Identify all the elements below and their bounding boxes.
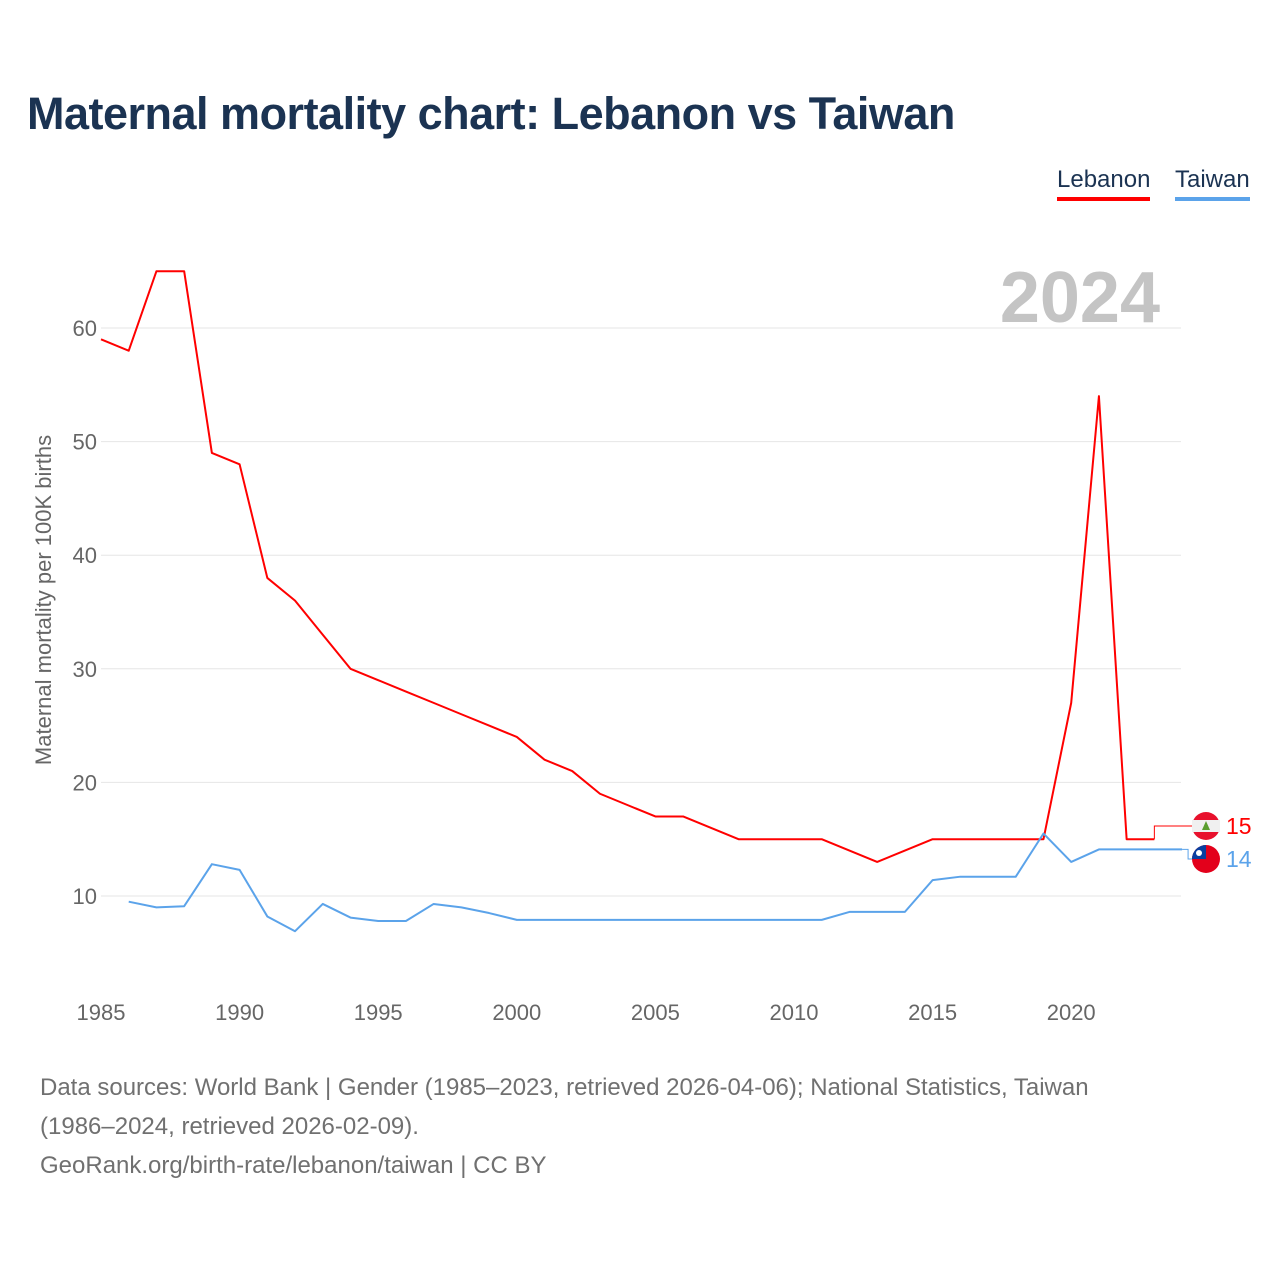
x-tick-label: 1985 bbox=[77, 1000, 126, 1025]
x-tick-label: 2010 bbox=[770, 1000, 819, 1025]
series-line-lebanon bbox=[100, 270, 1155, 863]
legend-taiwan[interactable]: Taiwan bbox=[1175, 166, 1250, 201]
end-label-taiwan: 14 bbox=[1226, 846, 1252, 872]
y-axis-label: Maternal mortality per 100K births bbox=[31, 435, 56, 765]
x-tick-label: 2005 bbox=[631, 1000, 680, 1025]
series-line-taiwan bbox=[128, 832, 1183, 933]
y-tick-label: 40 bbox=[73, 543, 97, 568]
chart-title: Maternal mortality chart: Lebanon vs Tai… bbox=[27, 88, 955, 139]
x-tick-label: 2020 bbox=[1047, 1000, 1096, 1025]
y-tick-label: 10 bbox=[73, 884, 97, 909]
footer: Data sources: World Bank | Gender (1985–… bbox=[40, 1068, 1240, 1185]
x-tick-label: 2000 bbox=[492, 1000, 541, 1025]
y-tick-label: 30 bbox=[73, 657, 97, 682]
x-tick-label: 1995 bbox=[354, 1000, 403, 1025]
year-watermark: 2024 bbox=[1000, 258, 1160, 338]
source-line-2: (1986–2024, retrieved 2026-02-09). bbox=[40, 1113, 419, 1140]
taiwan-flag-icon bbox=[1196, 850, 1202, 856]
x-tick-label: 2015 bbox=[908, 1000, 957, 1025]
y-tick-label: 20 bbox=[73, 770, 97, 795]
source-line-1: Data sources: World Bank | Gender (1985–… bbox=[40, 1074, 1089, 1101]
y-tick-label: 50 bbox=[73, 430, 97, 455]
y-tick-label: 60 bbox=[73, 316, 97, 341]
label-connector bbox=[1153, 825, 1192, 840]
source-link[interactable]: GeoRank.org/birth-rate/lebanon/taiwan | … bbox=[40, 1152, 547, 1179]
lebanon-flag-icon bbox=[1202, 821, 1210, 830]
label-connector bbox=[1182, 848, 1192, 860]
end-label-lebanon: 15 bbox=[1226, 813, 1252, 839]
x-tick-label: 1990 bbox=[215, 1000, 264, 1025]
legend-lebanon[interactable]: Lebanon bbox=[1057, 166, 1151, 201]
